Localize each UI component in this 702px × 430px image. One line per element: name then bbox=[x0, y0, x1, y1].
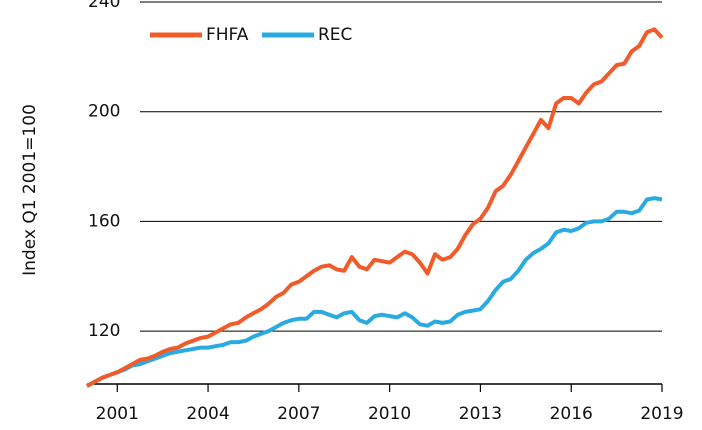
legend-label: REC bbox=[318, 25, 352, 45]
x-tick-label: 2013 bbox=[459, 404, 502, 424]
y-tick-label: 240 bbox=[88, 0, 120, 12]
series-line bbox=[86, 196, 663, 388]
series-line bbox=[86, 27, 664, 388]
x-tick-label: 2004 bbox=[186, 404, 229, 424]
y-tick-label: 160 bbox=[88, 211, 120, 231]
x-tick-label: 2007 bbox=[277, 404, 320, 424]
x-tick-label: 2019 bbox=[640, 404, 683, 424]
x-tick-label: 2016 bbox=[550, 404, 593, 424]
legend-label: FHFA bbox=[206, 25, 249, 45]
x-tick-label: 2010 bbox=[368, 404, 411, 424]
x-tick-label: 2001 bbox=[96, 404, 139, 424]
y-tick-label: 120 bbox=[88, 321, 120, 341]
y-axis-label: Index Q1 2001=100 bbox=[20, 104, 40, 276]
y-tick-label: 200 bbox=[88, 102, 120, 122]
